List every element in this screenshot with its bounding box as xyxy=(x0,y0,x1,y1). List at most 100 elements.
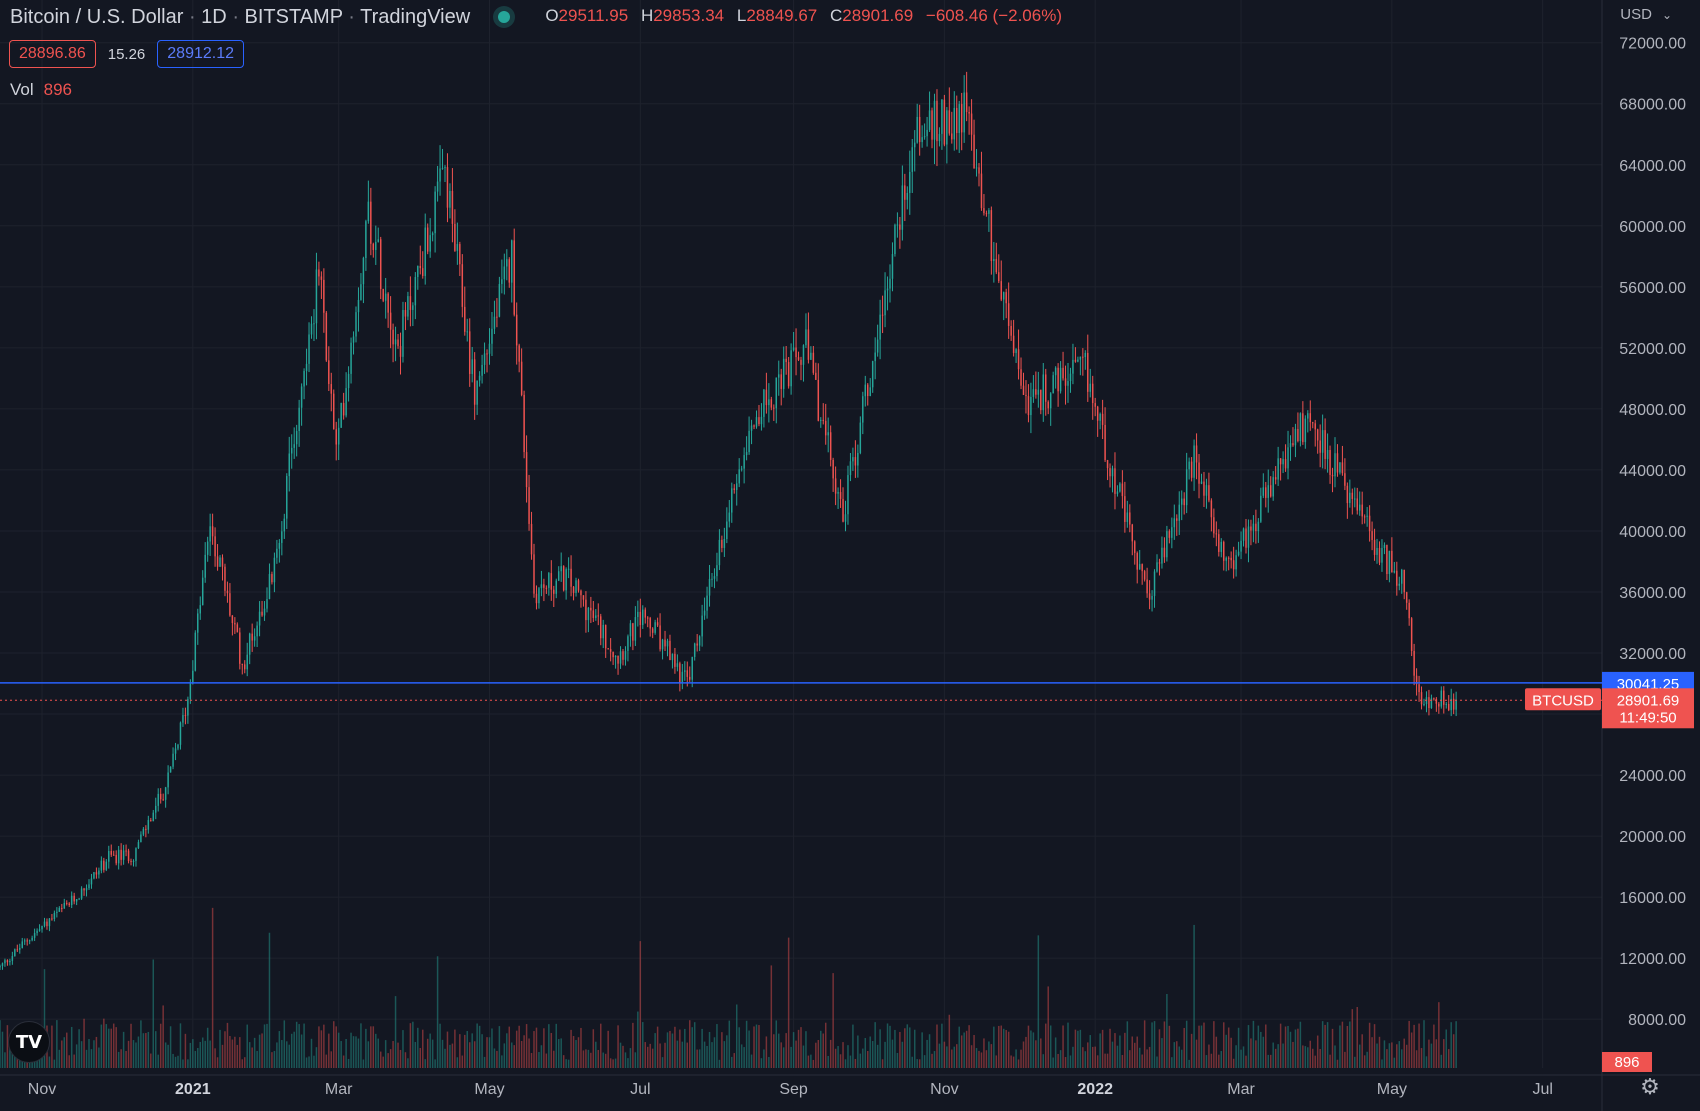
candle-body xyxy=(342,402,345,416)
candle-body xyxy=(1002,292,1005,300)
volume-bar xyxy=(308,1056,310,1068)
candle-body xyxy=(441,168,444,170)
volume-bar xyxy=(179,1023,182,1068)
volume-bar xyxy=(1015,1049,1017,1068)
volume-bar xyxy=(1062,1025,1064,1068)
candle-body xyxy=(1218,534,1220,552)
volume-bar xyxy=(226,1022,229,1068)
candle-body xyxy=(896,224,899,226)
volume-bar xyxy=(493,1048,496,1068)
candle-body xyxy=(1091,383,1094,404)
volume-bar xyxy=(936,1024,938,1068)
volume-bar xyxy=(377,1038,379,1068)
candle-body xyxy=(1418,684,1420,693)
volume-bar xyxy=(1091,1046,1094,1068)
volume-bar xyxy=(916,1059,918,1068)
candle-body xyxy=(424,227,426,276)
candle-body xyxy=(159,793,162,800)
volume-bar xyxy=(1230,1037,1232,1068)
volume-bar xyxy=(384,1040,387,1068)
candle-body xyxy=(941,99,943,134)
volume-bar xyxy=(765,1036,768,1068)
candle-body xyxy=(194,632,197,671)
volume-bar xyxy=(733,1053,735,1068)
candle-body xyxy=(802,345,805,365)
volume-bar xyxy=(501,1055,503,1068)
volume-bar xyxy=(1245,1055,1247,1068)
volume-bar xyxy=(649,1043,651,1068)
volume-bar xyxy=(617,1025,619,1068)
candle-body xyxy=(565,569,567,591)
volume-bar xyxy=(889,1025,891,1068)
candle-body xyxy=(1420,692,1423,705)
currency-selector[interactable]: USD ⌄ xyxy=(1620,6,1672,23)
volume-bar xyxy=(1064,1057,1067,1068)
volume-bar xyxy=(926,1039,928,1068)
sell-price-button[interactable]: 28896.86 xyxy=(9,40,96,68)
candle-body xyxy=(691,656,693,680)
candle-body xyxy=(132,860,135,862)
volume-bar xyxy=(928,1034,931,1068)
volume-bar xyxy=(503,1043,506,1068)
gear-icon[interactable]: ⚙ xyxy=(1640,1075,1660,1100)
volume-bar xyxy=(817,1039,820,1068)
tradingview-logo-icon[interactable]: TV xyxy=(8,1021,50,1063)
candle-body xyxy=(651,628,654,633)
volume-bar xyxy=(278,1031,281,1068)
interval-label[interactable]: 1D xyxy=(201,6,227,28)
candle-body xyxy=(1235,555,1237,570)
candle-body xyxy=(780,374,782,389)
candle-body xyxy=(829,432,832,460)
volume-bar xyxy=(1049,1025,1052,1068)
volume-bar xyxy=(1383,1040,1386,1068)
volume-bar xyxy=(100,1024,103,1068)
volume-bar xyxy=(1082,1047,1084,1068)
volume-bar xyxy=(1445,1029,1447,1068)
candle-body xyxy=(209,526,211,542)
candle-body xyxy=(523,394,525,453)
candle-body xyxy=(617,655,619,664)
volume-bar xyxy=(234,1036,236,1068)
candle-body xyxy=(298,407,300,432)
candle-body xyxy=(73,895,75,902)
volume-bar xyxy=(1235,1045,1237,1068)
volume-bar xyxy=(629,1048,632,1068)
volume-bar xyxy=(1294,1029,1297,1068)
volume-bar xyxy=(256,1050,258,1068)
volume-bar xyxy=(829,1039,832,1068)
candle-body xyxy=(1215,533,1218,535)
volume-bar xyxy=(859,1053,862,1068)
volume-bar xyxy=(1210,1053,1213,1068)
volume-bar xyxy=(778,1033,780,1068)
market-status-icon[interactable] xyxy=(497,10,510,23)
candle-body xyxy=(382,288,384,301)
volume-bar xyxy=(481,1034,483,1068)
volume-bar xyxy=(417,1027,419,1068)
candle-body xyxy=(731,488,733,513)
buy-price-button[interactable]: 28912.12 xyxy=(157,40,245,68)
candle-body xyxy=(295,431,298,445)
candle-body xyxy=(595,615,597,618)
candle-body xyxy=(26,940,28,942)
candle-body xyxy=(1134,541,1136,553)
candle-body xyxy=(834,478,837,494)
volume-bar xyxy=(587,1049,590,1068)
volume-bar xyxy=(1265,1024,1267,1068)
candle-body xyxy=(933,100,936,140)
close-value: 28901.69 xyxy=(842,6,914,25)
candle-body xyxy=(1269,485,1272,497)
volume-bar xyxy=(810,1054,812,1068)
volume-bar xyxy=(998,1025,1000,1068)
candle-body xyxy=(100,860,103,871)
symbol-title[interactable]: Bitcoin / U.S. Dollar xyxy=(10,6,184,28)
candle-body xyxy=(807,329,810,360)
volume-bar xyxy=(1356,1007,1358,1068)
candle-body xyxy=(797,357,800,360)
y-tick-label: 20000.00 xyxy=(1619,829,1686,846)
candle-body xyxy=(948,110,951,134)
candle-body xyxy=(1252,523,1255,531)
candle-body xyxy=(98,870,100,875)
candle-body xyxy=(666,640,669,647)
candle-body xyxy=(1131,524,1134,542)
